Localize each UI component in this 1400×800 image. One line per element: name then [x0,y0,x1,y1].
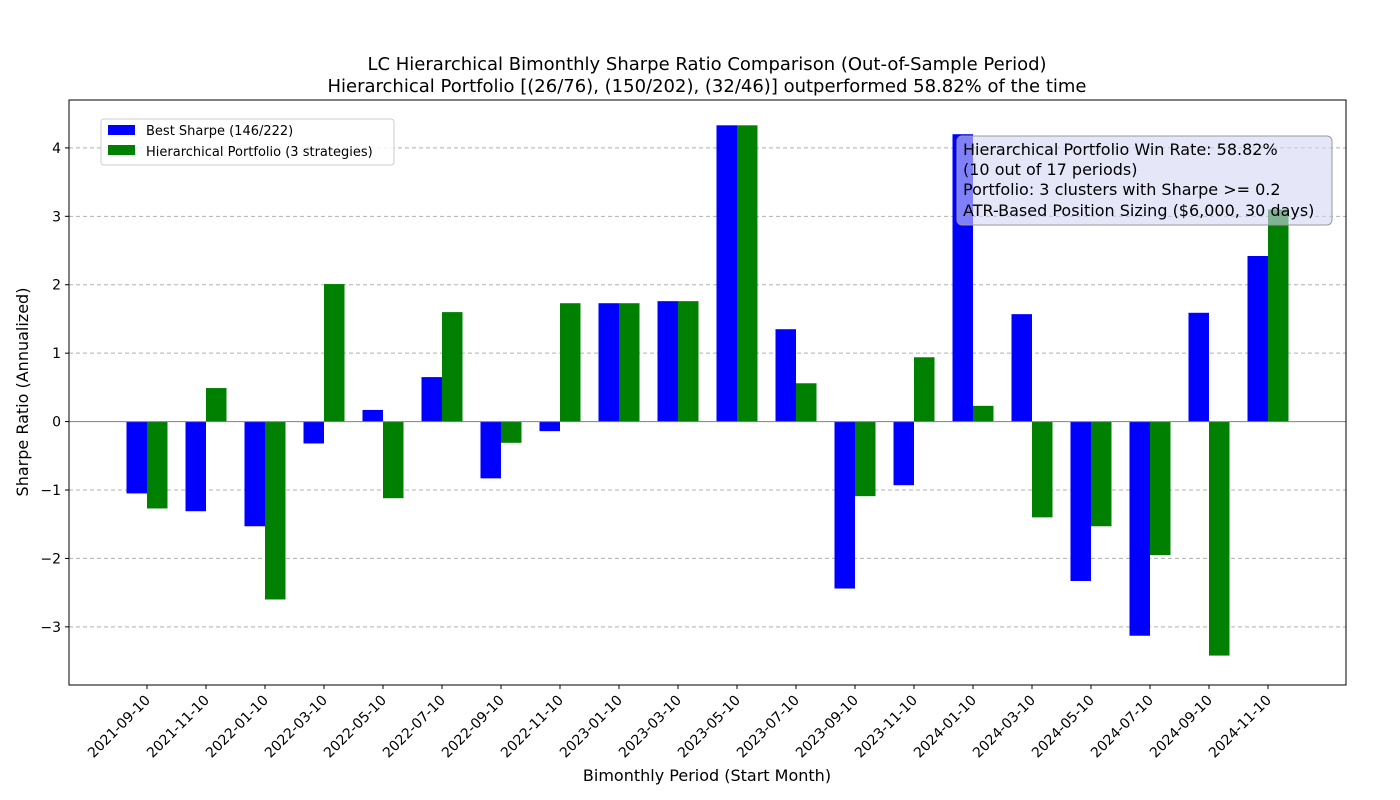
x-tick-label: 2023-11-10 [852,693,921,762]
x-tick-label: 2021-11-10 [144,693,213,762]
plot-frame [68,99,1347,686]
legend-frame [100,118,395,166]
y-axis-ticks: −3 −2 −1 0 1 2 3 4 [40,141,69,636]
legend-swatch-best-sharpe [108,125,135,135]
y-tick-label: 4 [52,141,61,157]
x-tick-label: 2024-03-10 [970,693,1039,762]
legend-swatch-hierarchical [108,145,135,155]
bar-hierarchical-2022-09-10 [501,421,522,443]
bar-hierarchical-2022-07-10 [442,312,463,422]
annotation-line-3: Portfolio: 3 clusters with Sharpe >= 0.2 [963,180,1281,199]
bar-best-sharpe-2024-07-10 [1129,421,1150,636]
x-tick-label: 2024-11-10 [1206,693,1275,762]
bar-hierarchical-2023-05-10 [737,125,758,422]
x-tick-label: 2024-07-10 [1088,693,1157,762]
bar-hierarchical-2023-07-10 [796,383,817,422]
bar-best-sharpe-2023-05-10 [716,125,737,422]
bar-best-sharpe-2022-07-10 [421,377,442,422]
x-tick-label: 2023-01-10 [557,693,626,762]
x-tick-label: 2022-01-10 [203,693,272,762]
bar-best-sharpe-2024-05-10 [1070,421,1091,581]
bar-hierarchical-2023-11-10 [914,357,935,422]
bar-best-sharpe-2023-11-10 [893,421,914,486]
bar-hierarchical-2024-09-10 [1209,421,1230,656]
bar-best-sharpe-2024-11-10 [1247,256,1268,422]
y-tick-label: 3 [52,209,61,225]
bar-hierarchical-2022-05-10 [383,421,404,499]
bar-hierarchical-2022-11-10 [560,303,581,422]
annotation-line-4: ATR-Based Position Sizing ($6,000, 30 da… [963,201,1314,220]
legend-label-hierarchical: Hierarchical Portfolio (3 strategies) [146,145,373,160]
bar-best-sharpe-2024-03-10 [1011,314,1032,422]
bar-best-sharpe-2022-03-10 [303,421,324,444]
x-tick-label: 2022-07-10 [380,693,449,762]
x-tick-label: 2022-09-10 [439,693,508,762]
bar-hierarchical-2024-03-10 [1032,421,1053,518]
annotation-box [956,135,1333,226]
bar-best-sharpe-2023-03-10 [657,301,678,422]
bar-hierarchical-2022-01-10 [265,421,286,600]
x-tick-label: 2022-03-10 [262,693,331,762]
legend-label-best-sharpe: Best Sharpe (146/222) [146,124,293,139]
y-tick-label: −3 [40,620,61,636]
x-tick-label: 2023-07-10 [734,693,803,762]
bar-best-sharpe-2022-09-10 [480,421,501,479]
x-tick-label: 2023-09-10 [793,693,862,762]
legend: Best Sharpe (146/222) Hierarchical Portf… [100,118,395,166]
bar-hierarchical-2024-05-10 [1091,421,1112,527]
y-tick-label: −1 [40,483,61,499]
bar-hierarchical-2021-09-10 [147,421,168,509]
x-tick-label: 2024-05-10 [1029,693,1098,762]
bar-hierarchical-2023-09-10 [855,421,876,497]
y-axis-label: Sharpe Ratio (Annualized) [13,288,32,497]
y-tick-label: 1 [52,346,61,362]
y-tick-label: 2 [52,278,61,294]
annotation-line-1: Hierarchical Portfolio Win Rate: 58.82% [963,140,1278,159]
x-tick-label: 2024-09-10 [1147,693,1216,762]
y-tick-label: −2 [40,551,61,567]
bar-best-sharpe-2023-01-10 [598,303,619,422]
bar-hierarchical-2024-01-10 [973,405,994,422]
bar-hierarchical-2022-03-10 [324,284,345,422]
bar-hierarchical-2021-11-10 [206,388,227,422]
x-axis-ticks: 2021-09-102021-11-102022-01-102022-03-10… [85,685,1275,761]
bars-layer [126,125,1289,656]
annotation-line-2: (10 out of 17 periods) [963,160,1137,179]
x-tick-label: 2023-05-10 [675,693,744,762]
bar-hierarchical-2023-03-10 [678,301,699,422]
x-axis-label: Bimonthly Period (Start Month) [583,766,831,785]
bar-hierarchical-2024-11-10 [1268,209,1289,422]
bar-best-sharpe-2023-07-10 [775,329,796,422]
chart-subtitle: Hierarchical Portfolio [(26/76), (150/20… [327,76,1086,97]
bar-hierarchical-2024-07-10 [1150,421,1171,555]
bar-best-sharpe-2022-11-10 [539,421,560,432]
x-tick-label: 2022-05-10 [321,693,390,762]
y-tick-label: 0 [52,415,61,431]
win-rate-annotation: Hierarchical Portfolio Win Rate: 58.82% … [956,135,1333,226]
x-tick-label: 2021-09-10 [85,693,154,762]
x-tick-label: 2022-11-10 [498,693,567,762]
chart-title: LC Hierarchical Bimonthly Sharpe Ratio C… [367,54,1046,75]
bar-best-sharpe-2023-09-10 [834,421,855,589]
bar-best-sharpe-2022-01-10 [244,421,265,527]
x-tick-label: 2023-03-10 [616,693,685,762]
bar-best-sharpe-2022-05-10 [362,409,383,422]
bar-hierarchical-2023-01-10 [619,303,640,422]
bar-best-sharpe-2021-11-10 [185,421,206,512]
bar-best-sharpe-2021-09-10 [126,421,147,494]
bar-best-sharpe-2024-09-10 [1188,312,1209,422]
x-tick-label: 2024-01-10 [911,693,980,762]
